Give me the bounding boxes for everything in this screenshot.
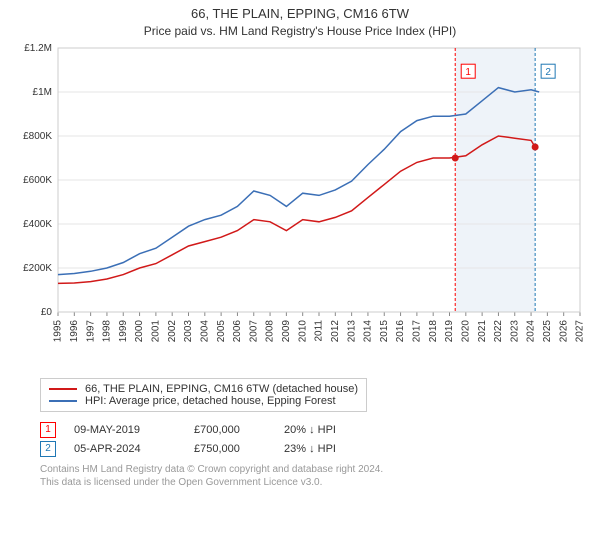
svg-text:2017: 2017 — [412, 319, 423, 342]
sale-row: 1 09-MAY-2019£700,00020% ↓ HPI — [40, 422, 590, 438]
svg-text:2011: 2011 — [314, 319, 325, 341]
svg-text:2027: 2027 — [575, 319, 586, 342]
svg-text:£200K: £200K — [23, 263, 52, 274]
svg-text:2: 2 — [545, 67, 551, 78]
svg-text:2002: 2002 — [167, 319, 178, 342]
svg-text:£800K: £800K — [23, 131, 52, 142]
sale-badge: 2 — [40, 441, 56, 457]
legend-label: HPI: Average price, detached house, Eppi… — [85, 395, 336, 407]
svg-text:2009: 2009 — [281, 319, 292, 342]
svg-text:1997: 1997 — [85, 319, 96, 342]
svg-text:2006: 2006 — [232, 319, 243, 342]
svg-text:2015: 2015 — [379, 319, 390, 342]
legend-row: HPI: Average price, detached house, Eppi… — [49, 395, 358, 407]
footnote: Contains HM Land Registry data © Crown c… — [40, 463, 590, 489]
legend-swatch — [49, 400, 77, 402]
svg-text:2014: 2014 — [363, 319, 374, 342]
svg-text:2004: 2004 — [199, 319, 210, 342]
chart-region: £0 £200K £400K £600K £800K £1M £1.2M 1995 1996 19… — [10, 42, 590, 372]
svg-text:2020: 2020 — [460, 319, 471, 342]
chart-title: 66, THE PLAIN, EPPING, CM16 6TW — [10, 6, 590, 22]
svg-text:£0: £0 — [41, 307, 53, 318]
svg-text:2018: 2018 — [428, 319, 439, 342]
svg-text:1: 1 — [465, 67, 471, 78]
svg-text:2016: 2016 — [395, 319, 406, 342]
legend: 66, THE PLAIN, EPPING, CM16 6TW (detache… — [40, 378, 367, 412]
chart-subtitle: Price paid vs. HM Land Registry's House … — [10, 24, 590, 38]
svg-text:2001: 2001 — [151, 319, 162, 342]
svg-text:1998: 1998 — [102, 319, 113, 342]
svg-text:2003: 2003 — [183, 319, 194, 342]
sale-date: 09-MAY-2019 — [74, 424, 194, 436]
sale-price: £700,000 — [194, 424, 284, 436]
sale-price: £750,000 — [194, 443, 284, 455]
svg-text:2023: 2023 — [509, 319, 520, 342]
svg-text:2010: 2010 — [297, 319, 308, 342]
sale-row: 2 05-APR-2024£750,00023% ↓ HPI — [40, 441, 590, 457]
svg-text:1996: 1996 — [69, 319, 80, 342]
svg-text:2026: 2026 — [558, 319, 569, 342]
svg-text:2000: 2000 — [134, 319, 145, 342]
svg-text:£600K: £600K — [23, 175, 52, 186]
sale-vs-hpi: 20% ↓ HPI — [284, 424, 590, 436]
svg-text:2025: 2025 — [542, 319, 553, 342]
footnote-line2: This data is licensed under the Open Gov… — [40, 477, 322, 488]
sale-badge: 1 — [40, 422, 56, 438]
svg-text:2008: 2008 — [265, 319, 276, 342]
svg-text:2013: 2013 — [346, 319, 357, 342]
sales-table: 1 09-MAY-2019£700,00020% ↓ HPI 2 05-APR-202… — [40, 422, 590, 457]
sale-vs-hpi: 23% ↓ HPI — [284, 443, 590, 455]
svg-text:2005: 2005 — [216, 319, 227, 342]
svg-text:£1.2M: £1.2M — [24, 43, 52, 54]
svg-text:2007: 2007 — [248, 319, 259, 342]
svg-text:£1M: £1M — [33, 87, 52, 98]
svg-text:£400K: £400K — [23, 219, 52, 230]
legend-label: 66, THE PLAIN, EPPING, CM16 6TW (detache… — [85, 383, 358, 395]
svg-text:2019: 2019 — [444, 319, 455, 342]
svg-text:1995: 1995 — [53, 319, 64, 342]
svg-text:2024: 2024 — [526, 319, 537, 342]
svg-text:2022: 2022 — [493, 319, 504, 342]
legend-swatch — [49, 388, 77, 390]
chart-svg: £0 £200K £400K £600K £800K £1M £1.2M 1995 1996 19… — [10, 42, 590, 372]
legend-row: 66, THE PLAIN, EPPING, CM16 6TW (detache… — [49, 383, 358, 395]
sale-date: 05-APR-2024 — [74, 443, 194, 455]
svg-text:1999: 1999 — [118, 319, 129, 342]
svg-text:2021: 2021 — [477, 319, 488, 342]
footnote-line1: Contains HM Land Registry data © Crown c… — [40, 464, 383, 475]
svg-text:2012: 2012 — [330, 319, 341, 342]
